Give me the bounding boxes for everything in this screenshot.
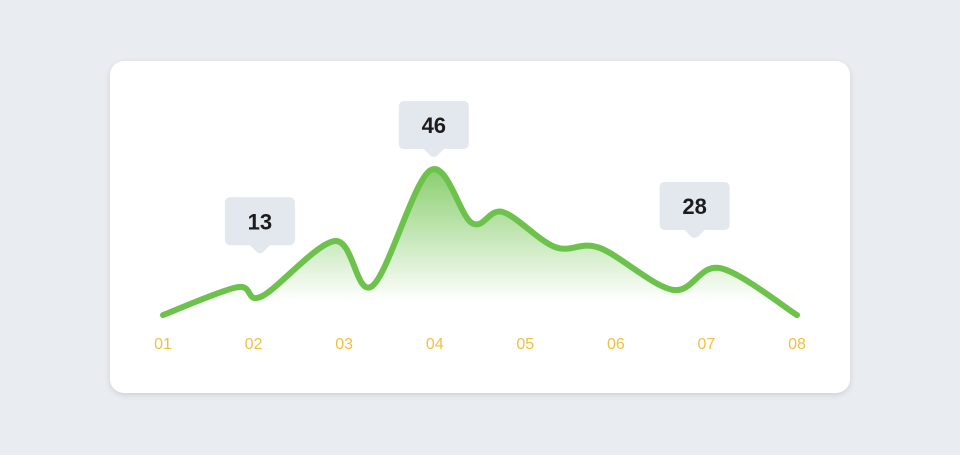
callout: [398, 101, 469, 158]
callout: [659, 181, 730, 238]
callout-label: 46: [422, 113, 446, 138]
line: [160, 166, 800, 319]
callout: [224, 197, 295, 254]
callout-label: 28: [682, 194, 706, 219]
area-fill: [163, 169, 797, 346]
callout-label: 13: [248, 209, 272, 234]
